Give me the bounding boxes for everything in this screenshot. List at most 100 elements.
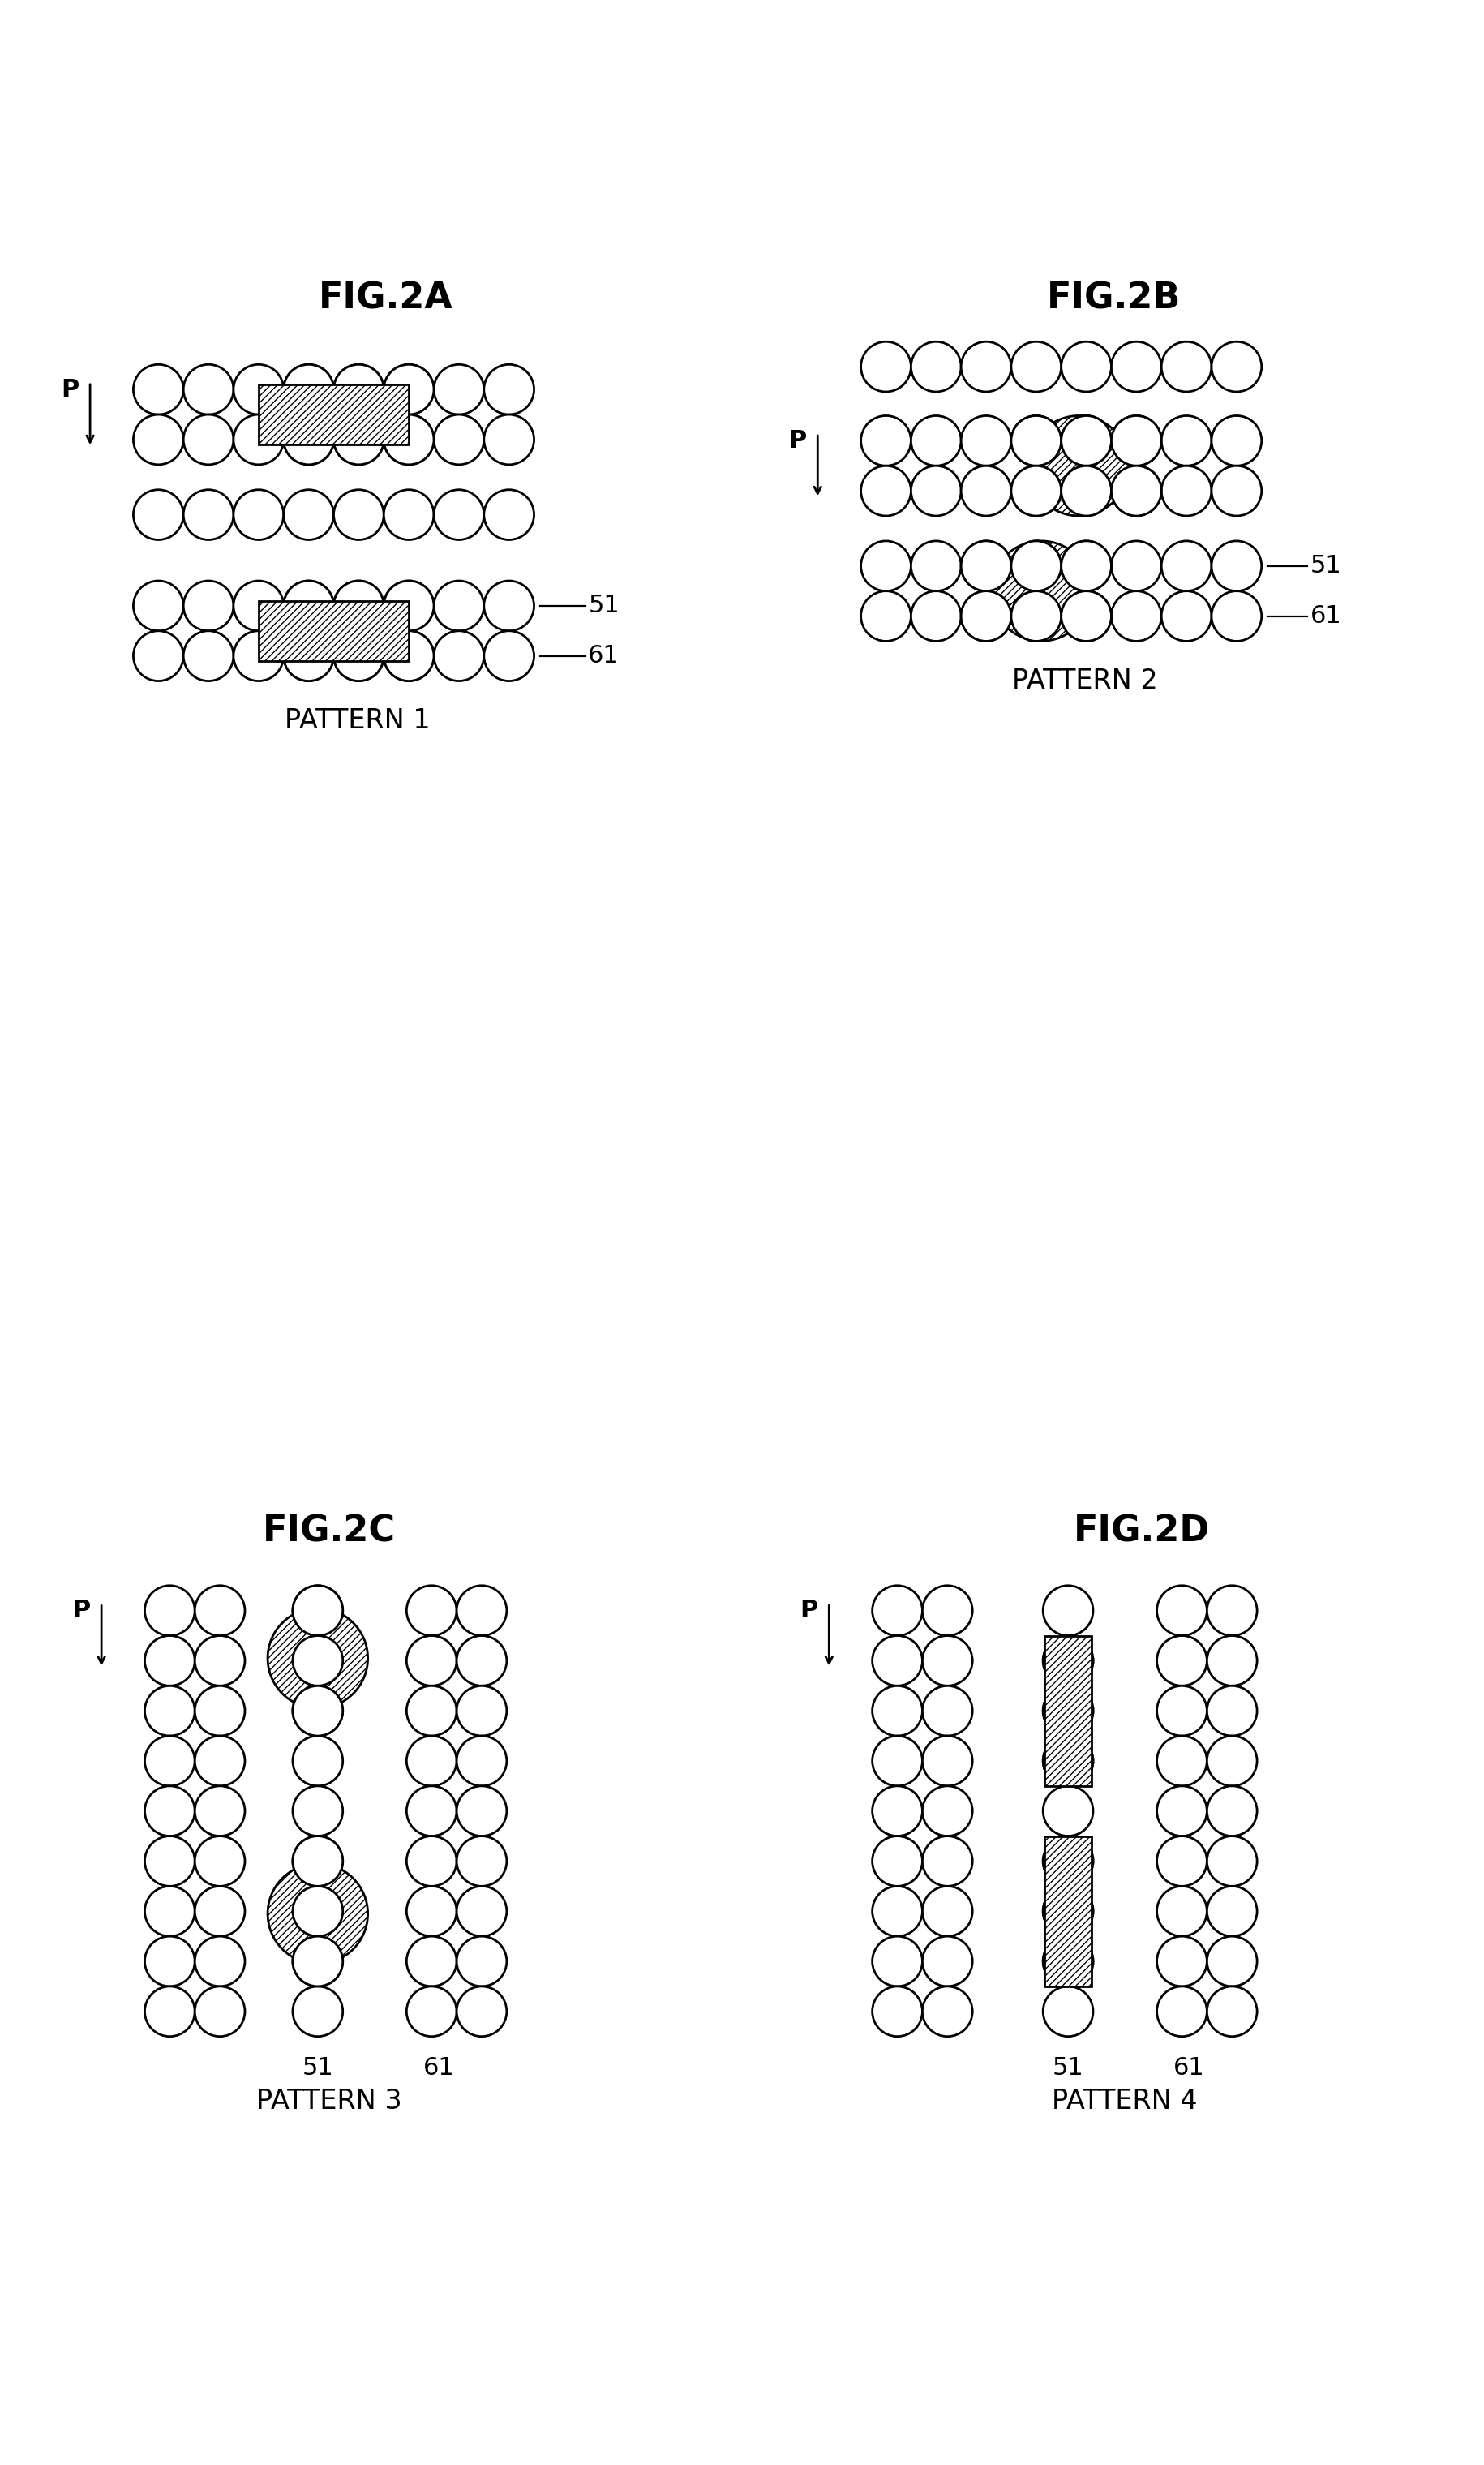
Circle shape <box>292 1935 343 1987</box>
Circle shape <box>283 365 334 414</box>
Circle shape <box>233 582 283 631</box>
Circle shape <box>1206 1637 1257 1686</box>
Circle shape <box>861 592 911 641</box>
Circle shape <box>134 491 184 540</box>
Circle shape <box>407 1987 457 2036</box>
Circle shape <box>1061 343 1110 392</box>
Circle shape <box>1206 1836 1257 1886</box>
Circle shape <box>1011 417 1061 466</box>
Circle shape <box>1156 1935 1206 1987</box>
Circle shape <box>194 1787 245 1836</box>
Circle shape <box>1211 417 1261 466</box>
Circle shape <box>484 414 534 463</box>
Circle shape <box>871 1585 922 1637</box>
Circle shape <box>861 540 911 592</box>
Circle shape <box>1042 1935 1092 1987</box>
Circle shape <box>1011 592 1061 641</box>
Circle shape <box>991 540 1091 641</box>
Circle shape <box>233 365 283 414</box>
Circle shape <box>1042 1735 1092 1787</box>
Circle shape <box>1042 1987 1092 2036</box>
Circle shape <box>283 582 334 631</box>
Circle shape <box>1206 1987 1257 2036</box>
Circle shape <box>911 466 960 515</box>
Circle shape <box>334 414 383 463</box>
Circle shape <box>144 1935 194 1987</box>
Circle shape <box>1011 417 1061 466</box>
Text: 51: 51 <box>1052 2056 1083 2080</box>
Circle shape <box>1042 1836 1092 1886</box>
Circle shape <box>194 1637 245 1686</box>
Circle shape <box>292 1735 343 1787</box>
Circle shape <box>184 365 233 414</box>
Circle shape <box>407 1886 457 1935</box>
Circle shape <box>292 1935 343 1987</box>
Circle shape <box>1061 466 1110 515</box>
Text: FIG.2C: FIG.2C <box>263 1514 395 1548</box>
Circle shape <box>871 1735 922 1787</box>
Circle shape <box>911 592 960 641</box>
Circle shape <box>1110 343 1160 392</box>
Circle shape <box>194 1735 245 1787</box>
Circle shape <box>457 1787 506 1836</box>
Circle shape <box>407 1836 457 1886</box>
Circle shape <box>334 491 383 540</box>
Circle shape <box>194 1935 245 1987</box>
Circle shape <box>184 414 233 463</box>
Circle shape <box>1206 1935 1257 1987</box>
Circle shape <box>383 414 433 463</box>
Circle shape <box>1042 1585 1092 1637</box>
Circle shape <box>1042 1836 1092 1886</box>
Circle shape <box>457 1637 506 1686</box>
Circle shape <box>861 417 911 466</box>
Bar <box>258 601 408 661</box>
Text: FIG.2B: FIG.2B <box>1046 281 1180 316</box>
Circle shape <box>283 582 334 631</box>
Circle shape <box>292 1585 343 1637</box>
Circle shape <box>1061 417 1110 466</box>
Circle shape <box>871 1787 922 1836</box>
Circle shape <box>1011 466 1061 515</box>
Text: P: P <box>73 1600 91 1622</box>
Circle shape <box>144 1686 194 1735</box>
Circle shape <box>960 417 1011 466</box>
Text: 51: 51 <box>301 2056 334 2080</box>
Circle shape <box>1061 540 1110 592</box>
Circle shape <box>1110 466 1160 515</box>
Circle shape <box>960 592 1011 641</box>
Circle shape <box>1011 466 1061 515</box>
Bar <box>258 385 408 444</box>
Circle shape <box>144 1585 194 1637</box>
Circle shape <box>1061 592 1110 641</box>
Circle shape <box>1206 1585 1257 1637</box>
Circle shape <box>383 414 433 463</box>
Circle shape <box>911 417 960 466</box>
Circle shape <box>484 365 534 414</box>
Circle shape <box>457 1886 506 1935</box>
Circle shape <box>233 631 283 680</box>
Circle shape <box>134 414 184 463</box>
Circle shape <box>457 1935 506 1987</box>
Circle shape <box>1211 466 1261 515</box>
Circle shape <box>283 414 334 463</box>
Text: P: P <box>788 429 806 454</box>
Circle shape <box>960 540 1011 592</box>
Circle shape <box>1156 1686 1206 1735</box>
Text: P: P <box>800 1600 818 1622</box>
Circle shape <box>484 582 534 631</box>
Text: PATTERN 4: PATTERN 4 <box>1052 2088 1198 2115</box>
Circle shape <box>134 365 184 414</box>
Circle shape <box>1206 1686 1257 1735</box>
Circle shape <box>433 365 484 414</box>
Circle shape <box>1061 466 1110 515</box>
Circle shape <box>457 1686 506 1735</box>
Circle shape <box>861 466 911 515</box>
Text: 61: 61 <box>1172 2056 1205 2080</box>
Circle shape <box>1160 592 1211 641</box>
Circle shape <box>457 1735 506 1787</box>
Circle shape <box>922 1886 972 1935</box>
Circle shape <box>871 1987 922 2036</box>
Circle shape <box>960 592 1011 641</box>
Circle shape <box>1011 343 1061 392</box>
Circle shape <box>1061 540 1110 592</box>
